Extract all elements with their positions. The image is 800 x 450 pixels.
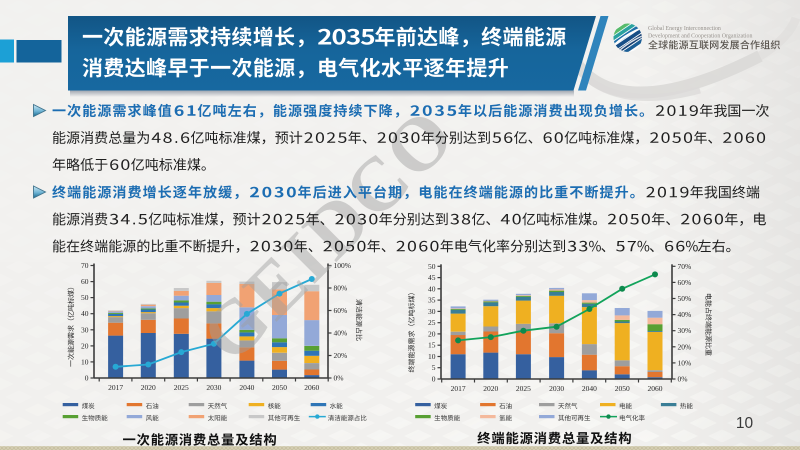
svg-text:2040: 2040: [239, 383, 254, 392]
svg-text:10: 10: [736, 415, 754, 432]
svg-text:40: 40: [428, 284, 436, 293]
svg-text:2060: 2060: [304, 383, 319, 392]
svg-text:2017: 2017: [108, 383, 123, 392]
svg-text:30: 30: [428, 307, 436, 316]
svg-text:2060: 2060: [648, 384, 663, 393]
svg-text:80%: 80%: [334, 284, 348, 293]
svg-text:2050: 2050: [272, 383, 287, 392]
svg-text:60%: 60%: [334, 306, 348, 315]
svg-text:2017: 2017: [451, 384, 466, 393]
svg-text:60: 60: [81, 277, 89, 286]
svg-text:2050: 2050: [615, 384, 630, 393]
svg-text:40: 40: [81, 309, 89, 318]
svg-text:50: 50: [81, 293, 89, 302]
svg-text:20%: 20%: [678, 342, 692, 351]
svg-text:Global Energy Interconnection: Global Energy Interconnection: [648, 26, 721, 32]
svg-text:10%: 10%: [678, 358, 692, 367]
svg-text:40%: 40%: [678, 310, 692, 319]
svg-text:Development and Cooperation Or: Development and Cooperation Organization: [648, 34, 752, 40]
svg-text:2040: 2040: [582, 384, 597, 393]
svg-text:0: 0: [432, 375, 436, 384]
svg-text:5: 5: [432, 363, 436, 372]
svg-text:30: 30: [81, 325, 89, 334]
svg-text:25: 25: [428, 318, 436, 327]
svg-text:2020: 2020: [483, 384, 498, 393]
svg-text:10: 10: [81, 357, 89, 366]
svg-text:10: 10: [428, 352, 436, 361]
svg-text:2030: 2030: [206, 383, 221, 392]
svg-text:2030: 2030: [549, 384, 564, 393]
svg-text:20%: 20%: [334, 351, 348, 360]
svg-text:2025: 2025: [174, 383, 189, 392]
svg-text:50%: 50%: [678, 294, 692, 303]
svg-text:40%: 40%: [334, 329, 348, 338]
svg-text:50: 50: [428, 262, 436, 271]
svg-text:20: 20: [428, 329, 436, 338]
svg-text:30%: 30%: [678, 326, 692, 335]
svg-text:45: 45: [428, 273, 436, 282]
svg-text:0%: 0%: [678, 375, 688, 384]
svg-text:70: 70: [81, 261, 89, 270]
svg-text:20: 20: [81, 341, 89, 350]
svg-text:15: 15: [428, 341, 436, 350]
svg-text:100%: 100%: [334, 261, 352, 270]
svg-text:2020: 2020: [141, 383, 156, 392]
svg-text:70%: 70%: [678, 262, 692, 271]
svg-text:0%: 0%: [334, 374, 344, 383]
svg-text:60%: 60%: [678, 278, 692, 287]
svg-text:0: 0: [85, 374, 89, 383]
svg-text:35: 35: [428, 296, 436, 305]
svg-text:2025: 2025: [516, 384, 531, 393]
